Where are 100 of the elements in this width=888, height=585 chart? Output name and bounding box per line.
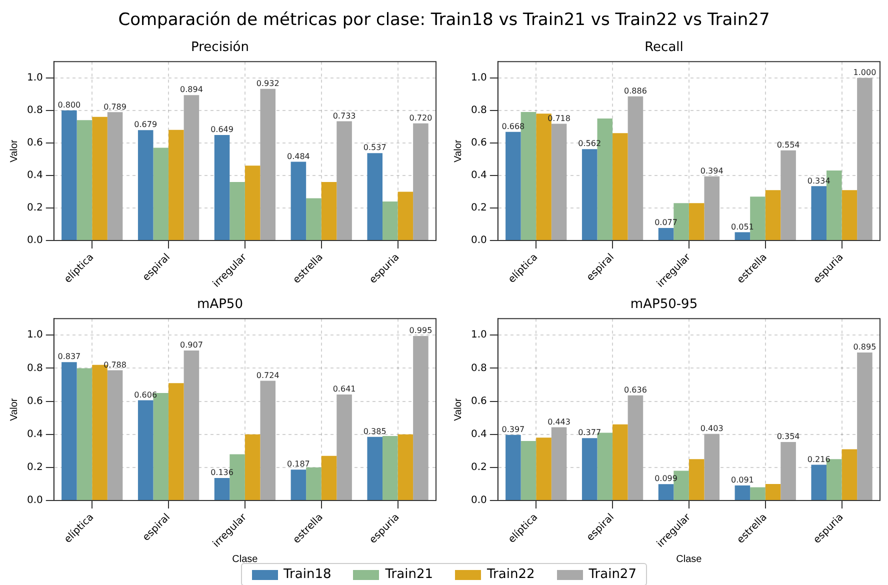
- bar: [398, 434, 414, 500]
- chart-title: Precisión: [190, 40, 250, 56]
- bar: [413, 336, 428, 500]
- bar: [842, 449, 858, 500]
- y-tick-label: 1.0: [26, 330, 43, 341]
- data-label: 0.895: [853, 342, 876, 352]
- bar: [138, 400, 154, 500]
- bar: [398, 192, 414, 240]
- chart-title: Recall: [644, 40, 684, 56]
- bar: [857, 78, 872, 240]
- data-label: 0.187: [286, 460, 310, 469]
- y-tick-label: 0.8: [470, 104, 487, 116]
- bar: [92, 116, 108, 240]
- bar: [184, 95, 200, 240]
- data-label: 0.641: [332, 384, 356, 394]
- chart-title: mAP50: [197, 297, 243, 312]
- data-label: 0.649: [210, 125, 234, 134]
- y-tick-label: 0.6: [26, 138, 43, 149]
- bar: [658, 228, 674, 240]
- y-tick-label: 0.6: [470, 396, 487, 407]
- data-label: 0.720: [409, 113, 432, 122]
- y-tick-label: 0.2: [26, 462, 43, 474]
- bar: [658, 484, 674, 500]
- bar: [382, 201, 398, 240]
- bar: [842, 190, 858, 240]
- bar: [306, 467, 322, 500]
- data-label: 0.606: [134, 390, 158, 400]
- bar: [582, 149, 598, 240]
- bar: [168, 130, 184, 240]
- data-label: 0.932: [256, 79, 280, 88]
- data-label: 0.837: [58, 352, 81, 362]
- data-label: 0.724: [256, 370, 280, 380]
- bar: [506, 132, 521, 240]
- bar: [520, 440, 536, 500]
- data-label: 0.554: [776, 140, 800, 150]
- bar: [336, 394, 352, 500]
- bar: [230, 182, 245, 240]
- bar: [336, 121, 352, 240]
- bar: [734, 232, 750, 240]
- x-axis-title: Clase: [676, 554, 702, 565]
- data-label: 0.788: [104, 360, 126, 370]
- bar: [214, 134, 230, 240]
- bar: [780, 442, 796, 500]
- bar: [688, 203, 704, 240]
- data-label: 0.354: [776, 432, 800, 442]
- data-label: 0.403: [700, 424, 724, 433]
- legend-label: Train27: [588, 567, 636, 582]
- y-tick-label: 0.4: [470, 428, 487, 440]
- bar: [765, 190, 781, 240]
- bar: [62, 362, 77, 500]
- y-tick-label: 0.6: [470, 138, 487, 149]
- data-label: 0.051: [730, 222, 754, 232]
- legend-label: Train21: [385, 567, 433, 582]
- bar: [76, 120, 92, 240]
- y-tick-label: 0.0: [26, 235, 43, 246]
- data-label: 0.789: [104, 102, 126, 112]
- y-tick-label: 0.4: [470, 170, 487, 182]
- data-label: 0.091: [730, 476, 754, 485]
- data-label: 0.397: [502, 424, 525, 434]
- bar: [260, 380, 276, 500]
- data-label: 0.894: [180, 85, 203, 94]
- bar: [290, 470, 306, 500]
- bar: [582, 438, 598, 500]
- data-label: 0.484: [286, 152, 310, 161]
- bar: [612, 133, 628, 240]
- y-tick-label: 0.0: [470, 495, 487, 506]
- bar: [765, 484, 781, 500]
- bar: [321, 182, 337, 240]
- data-label: 0.099: [654, 474, 678, 484]
- bar: [628, 395, 644, 500]
- data-label: 0.562: [578, 139, 602, 148]
- bar: [551, 124, 567, 240]
- y-axis-title: Valor: [452, 139, 464, 162]
- y-tick-label: 0.4: [26, 170, 43, 182]
- bar: [367, 436, 383, 500]
- bar: [612, 424, 628, 500]
- y-tick-label: 1.0: [470, 330, 487, 341]
- chart-title: mAP50-95: [630, 297, 698, 312]
- y-tick-label: 0.2: [470, 462, 487, 474]
- data-label: 0.995: [409, 326, 432, 336]
- data-label: 0.800: [58, 100, 81, 110]
- data-label: 1.000: [853, 68, 876, 77]
- legend-label: Train22: [487, 567, 535, 582]
- bar: [628, 96, 644, 240]
- y-tick-label: 0.8: [26, 362, 43, 374]
- bar: [321, 456, 337, 500]
- data-label: 0.907: [180, 340, 203, 350]
- y-tick-label: 0.2: [470, 202, 487, 214]
- bar: [704, 434, 720, 500]
- bar: [780, 150, 796, 240]
- bar: [734, 485, 750, 500]
- y-tick-label: 0.8: [26, 104, 43, 116]
- data-label: 0.077: [654, 218, 678, 228]
- y-tick-label: 0.4: [26, 428, 43, 440]
- bar: [536, 438, 552, 500]
- bar: [506, 434, 521, 500]
- data-label: 0.377: [578, 428, 602, 438]
- bar: [138, 130, 154, 240]
- bar: [811, 186, 827, 240]
- data-label: 0.733: [332, 111, 356, 120]
